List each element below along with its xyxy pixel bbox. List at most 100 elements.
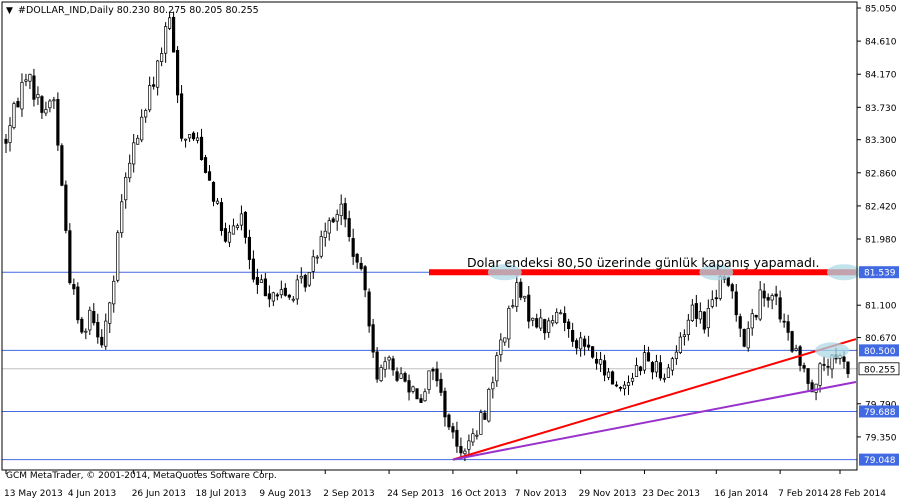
candle-body xyxy=(235,225,240,228)
candle-body xyxy=(207,171,212,181)
candle-body xyxy=(219,202,224,232)
candle-body xyxy=(499,339,503,356)
candle-body xyxy=(602,360,607,376)
highlight-ellipse-1 xyxy=(699,264,734,281)
candle-body xyxy=(818,363,822,386)
candle-body xyxy=(331,218,335,223)
candle-body xyxy=(658,362,663,379)
x-axis: 13 May 2013 4 Jun 2013 26 Jun 2013 18 Jul 2… xyxy=(4,470,886,499)
candle-body xyxy=(227,231,232,243)
candle-body xyxy=(275,294,279,297)
candle-body xyxy=(459,446,463,454)
candle-body xyxy=(231,225,236,235)
copyright-text: GCM MetaTrader, © 2001-2014, MetaQuotes … xyxy=(6,471,277,481)
y-tick-label: 81.980 xyxy=(865,236,897,246)
candle-body xyxy=(523,295,527,299)
candle-body xyxy=(32,75,36,100)
candle-body xyxy=(156,60,160,88)
level-badge-label: 79.048 xyxy=(864,456,896,466)
y-tick-label: 79.350 xyxy=(865,433,897,443)
candle-body xyxy=(435,368,439,382)
candle-body xyxy=(515,282,519,307)
level-badge xyxy=(859,344,899,357)
candle-body xyxy=(160,53,164,62)
candle-body xyxy=(48,100,52,109)
candle-body xyxy=(774,293,778,297)
y-tick-label: 84.170 xyxy=(865,71,897,81)
candle-body xyxy=(120,201,124,234)
candle-body xyxy=(535,318,539,328)
candle-body xyxy=(806,368,810,384)
candle-body xyxy=(271,292,275,302)
candle-body xyxy=(746,328,750,349)
candle-body xyxy=(551,320,555,324)
candle-body xyxy=(503,337,507,343)
candle-body xyxy=(315,256,319,259)
candle-body xyxy=(694,303,698,319)
candle-body xyxy=(16,101,20,108)
level-badge-label: 79.688 xyxy=(864,408,896,418)
candle-body xyxy=(247,236,252,260)
candle-body xyxy=(136,137,140,145)
candle-body xyxy=(176,49,180,96)
candle-body xyxy=(610,371,615,385)
candle-body xyxy=(634,365,639,378)
candle-body xyxy=(451,426,455,433)
x-tick-label: 7 Feb 2014 xyxy=(778,489,829,499)
candle-body xyxy=(782,320,786,323)
y-tick-label: 81.100 xyxy=(865,302,897,312)
candle-body xyxy=(191,132,196,140)
candle-body xyxy=(511,305,515,308)
x-tick-label: 9 Aug 2013 xyxy=(259,489,311,499)
candle-body xyxy=(770,295,774,301)
candle-body xyxy=(128,162,132,179)
candle-body xyxy=(379,367,383,382)
candle-body xyxy=(243,211,248,238)
candle-body xyxy=(8,125,12,143)
y-tick-label: 79.790 xyxy=(865,400,897,410)
candle-body xyxy=(12,103,16,128)
candle-body xyxy=(642,352,647,371)
candle-body xyxy=(251,258,255,280)
candle-body xyxy=(710,299,714,307)
candle-body xyxy=(646,352,651,362)
y-tick-label: 82.420 xyxy=(865,202,897,212)
candle-body xyxy=(124,176,128,201)
current-price-badge xyxy=(858,362,900,376)
candle-body xyxy=(339,203,343,216)
candle-body xyxy=(168,17,172,29)
candle-body xyxy=(44,109,48,114)
candle-body xyxy=(144,110,148,118)
candle-body xyxy=(391,358,395,371)
level-badge-label: 81.539 xyxy=(864,269,896,279)
candle-body xyxy=(303,274,307,288)
x-tick-label: 7 Nov 2013 xyxy=(515,489,567,499)
candle-body xyxy=(591,346,595,358)
candle-body xyxy=(211,181,216,202)
candle-body xyxy=(203,157,208,173)
candle-body xyxy=(682,334,686,338)
candle-body xyxy=(355,253,359,263)
candle-body xyxy=(367,291,371,327)
candle-body xyxy=(319,236,323,257)
candle-body xyxy=(56,99,60,146)
candle-body xyxy=(567,321,571,330)
x-tick-label: 23 Dec 2013 xyxy=(642,489,700,499)
candle-body xyxy=(343,203,347,220)
candle-body xyxy=(670,358,674,371)
candle-body xyxy=(439,378,443,393)
candle-body xyxy=(215,200,220,204)
candle-body xyxy=(64,184,68,231)
candle-body xyxy=(187,134,192,139)
dropdown-arrow-icon[interactable]: ▼ xyxy=(6,6,13,16)
candle-body xyxy=(104,320,108,347)
x-tick-label: 4 Jun 2013 xyxy=(68,489,116,499)
candle-body xyxy=(383,361,387,370)
candle-body xyxy=(132,142,136,165)
candle-body xyxy=(419,398,423,403)
candle-body xyxy=(92,310,96,324)
x-tick-label: 2 Sep 2013 xyxy=(323,489,374,499)
candle-body xyxy=(475,434,479,437)
candle-body xyxy=(587,344,591,348)
